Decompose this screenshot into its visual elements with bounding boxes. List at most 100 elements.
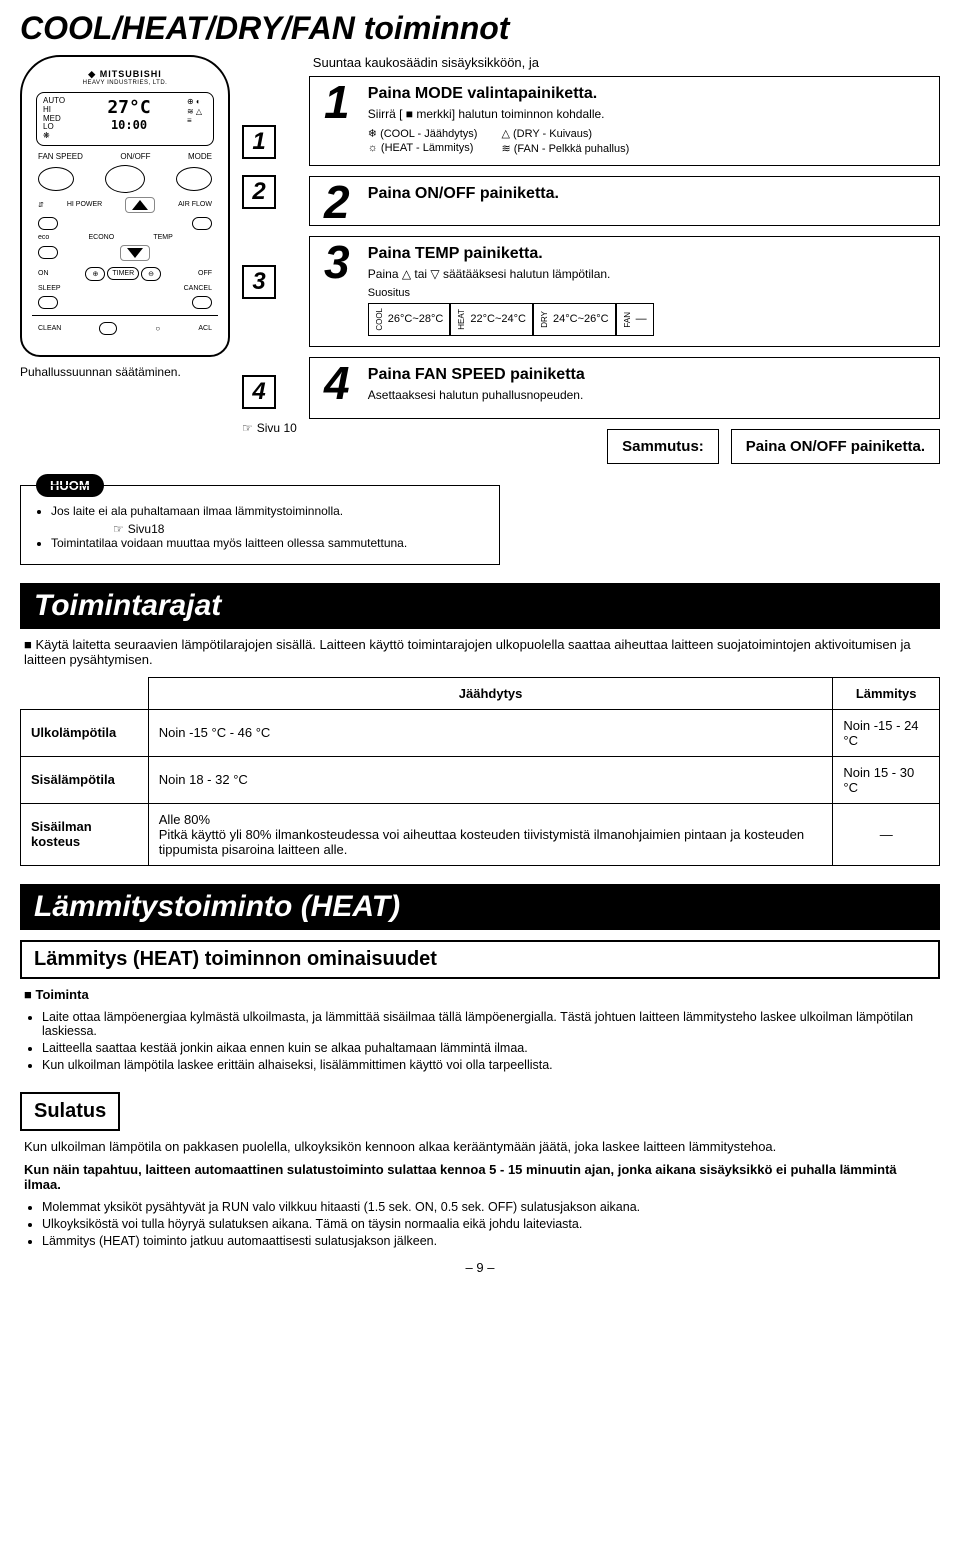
marker-3: 3: [242, 265, 276, 299]
page-title: COOL/HEAT/DRY/FAN toiminnot: [20, 10, 940, 47]
cool-range: 26°C~28°C: [388, 313, 444, 325]
row-indoor-cool: Noin 18 - 32 °C: [148, 756, 833, 803]
timer-off-button[interactable]: ⊖: [141, 267, 161, 281]
mode-fan: ≋ (FAN - Pelkkä puhallus): [501, 142, 629, 155]
marker-1: 1: [242, 125, 276, 159]
th-blank: [21, 677, 149, 709]
cancel-label: CANCEL: [184, 285, 212, 292]
sleep-label: SLEEP: [38, 285, 61, 292]
on-label: ON: [38, 270, 49, 277]
fan-range: —: [636, 313, 647, 325]
heat-bullet-3: Kun ulkoilman lämpötila laskee erittäin …: [42, 1058, 936, 1072]
step-2-num: 2: [310, 177, 364, 225]
heat-label: HEAT: [457, 309, 466, 330]
page-link-10: Sivu 10: [242, 421, 297, 435]
intro-text: Suuntaa kaukosäädin sisäyksikköön, ja: [313, 55, 940, 70]
sulatus-bold: Kun näin tapahtuu, laitteen automaattine…: [24, 1162, 936, 1192]
sulatus-bullet-1: Molemmat yksiköt pysähtyvät ja RUN valo …: [42, 1200, 936, 1214]
lcd: AUTO HI MED LO ❋ 27°C 10:00 ⊕ ◐ ≋ △ ≡: [36, 92, 214, 146]
econo-button[interactable]: [38, 246, 58, 259]
temp-down-button[interactable]: [120, 245, 150, 261]
sulatus-intro: Kun ulkoilman lämpötila on pakkasen puol…: [24, 1139, 936, 1154]
row-humidity-label: Sisäilman kosteus: [21, 803, 149, 865]
cancel-button[interactable]: [192, 296, 212, 309]
step-3-num: 3: [310, 237, 364, 346]
airflow-direction-note: Puhallussuunnan säätäminen.: [20, 365, 181, 379]
fan-speed-button[interactable]: [38, 167, 74, 191]
acl-label: ACL: [198, 325, 212, 332]
marker-2: 2: [242, 175, 276, 209]
heat-sub: Lämmitys (HEAT) toiminnon ominaisuudet: [20, 940, 940, 979]
clean-label: CLEAN: [38, 325, 61, 332]
dry-range: 24°C~26°C: [553, 313, 609, 325]
econo-label: ECONO: [88, 234, 114, 241]
heat-bullet-2: Laitteella saattaa kestää jonkin aikaa e…: [42, 1041, 936, 1055]
lcd-temp: 27°C: [107, 97, 150, 118]
airflow-label: AIR FLOW: [178, 201, 212, 208]
lcd-mode-icons: ⊕ ◐ ≋ △ ≡: [187, 97, 207, 141]
mode-cool: ❄ (COOL - Jäähdytys): [368, 127, 478, 140]
step-3-title: Paina TEMP painiketta.: [368, 245, 929, 263]
row-humidity-cool: Alle 80% Pitkä käyttö yli 80% ilmankoste…: [148, 803, 833, 865]
step-2-title: Paina ON/OFF painiketta.: [368, 185, 929, 203]
row-outdoor-label: Ulkolämpötila: [21, 709, 149, 756]
hipower-button[interactable]: [38, 217, 58, 230]
step-4: 4 Paina FAN SPEED painiketta Asettaakses…: [309, 357, 940, 419]
onoff-button[interactable]: [105, 165, 145, 193]
step-4-sub: Asettaaksesi halutun puhallusnopeuden.: [368, 388, 929, 402]
th-cooling: Jäähdytys: [148, 677, 833, 709]
th-heating: Lämmitys: [833, 677, 940, 709]
lcd-time: 10:00: [111, 118, 147, 132]
note-frame: Jos laite ei ala puhaltamaan ilmaa lämmi…: [20, 485, 500, 565]
sammutus-label: Sammutus:: [607, 429, 719, 464]
lcd-fan-icon: ❋: [43, 132, 71, 141]
row-indoor-heat: Noin 15 - 30 °C: [833, 756, 940, 803]
airflow-button[interactable]: [192, 217, 212, 230]
note-link: Sivu18: [113, 522, 487, 536]
sleep-button[interactable]: [38, 296, 58, 309]
step-1-sub: Siirrä [ ■ merkki] halutun toiminnon koh…: [368, 107, 929, 121]
sulatus-bullet-3: Lämmitys (HEAT) toiminto jatkuu automaat…: [42, 1234, 936, 1248]
heat-title: Lämmitystoiminto (HEAT): [20, 884, 940, 930]
temp-label: TEMP: [153, 234, 172, 241]
fan-label-cell: FAN: [623, 312, 632, 328]
remote-control: ◆ MITSUBISHI HEAVY INDUSTRIES, LTD. AUTO…: [20, 55, 230, 357]
clean-button[interactable]: [99, 322, 117, 335]
toimintarajat-intro: Käytä laitetta seuraavien lämpötilarajoj…: [24, 637, 936, 667]
row-humidity-heat: —: [833, 803, 940, 865]
sulatus-bullet-2: Ulkoyksiköstä voi tulla höyryä sulatukse…: [42, 1217, 936, 1231]
mode-heat: ☼ (HEAT - Lämmitys): [368, 142, 478, 154]
hipower-label: HI POWER: [67, 201, 102, 208]
temp-up-button[interactable]: [125, 197, 155, 213]
note-2: Toimintatilaa voidaan muuttaa myös laitt…: [51, 536, 487, 550]
step-1-num: 1: [310, 77, 364, 165]
dry-label: DRY: [540, 311, 549, 328]
step-1: 1 Paina MODE valintapainiketta. Siirrä […: [309, 76, 940, 166]
step-3: 3 Paina TEMP painiketta. Paina △ tai ▽ s…: [309, 236, 940, 347]
toiminta-label: Toiminta: [24, 987, 936, 1002]
step-4-title: Paina FAN SPEED painiketta: [368, 366, 929, 384]
heat-bullet-1: Laite ottaa lämpöenergiaa kylmästä ulkoi…: [42, 1010, 936, 1038]
suositus-label: Suositus: [368, 287, 929, 299]
timer-on-button[interactable]: ⊕: [85, 267, 105, 281]
off-label: OFF: [198, 270, 212, 277]
sammutus-action: Paina ON/OFF painiketta.: [731, 429, 940, 464]
brand-sub: HEAVY INDUSTRIES, LTD.: [32, 80, 218, 86]
sulatus-heading: Sulatus: [20, 1092, 120, 1131]
toimintarajat-title: Toimintarajat: [20, 583, 940, 629]
cool-label: COOL: [375, 308, 384, 331]
mode-label: MODE: [188, 152, 212, 161]
onoff-label: ON/OFF: [120, 152, 150, 161]
page-number: – 9 –: [20, 1260, 940, 1275]
timer-button[interactable]: TIMER: [107, 267, 139, 280]
heat-range: 22°C~24°C: [470, 313, 526, 325]
row-indoor-label: Sisälämpötila: [21, 756, 149, 803]
brand: ◆ MITSUBISHI: [32, 69, 218, 80]
step-1-title: Paina MODE valintapainiketta.: [368, 85, 929, 103]
marker-4: 4: [242, 375, 276, 409]
row-outdoor-heat: Noin -15 - 24 °C: [833, 709, 940, 756]
marker-column: 1 2 3 4 Sivu 10: [242, 55, 297, 464]
mode-button[interactable]: [176, 167, 212, 191]
step-2: 2 Paina ON/OFF painiketta.: [309, 176, 940, 226]
temp-table: COOL 26°C~28°C HEAT 22°C~24°C DRY 24°C~26°C…: [368, 303, 929, 336]
